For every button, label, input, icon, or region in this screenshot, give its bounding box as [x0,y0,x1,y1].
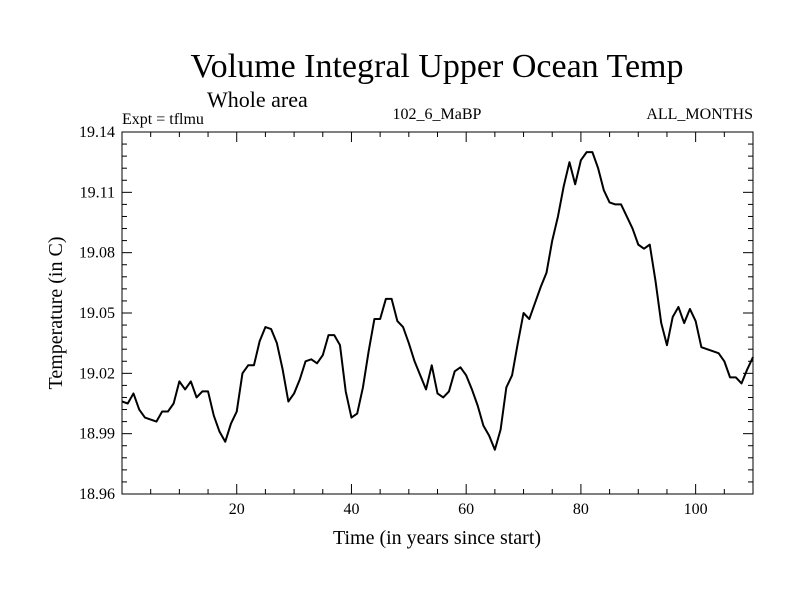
run-label: 102_6_MaBP [393,106,482,123]
y-tick-label: 19.14 [79,124,115,141]
chart-subtitle: Whole area [207,87,308,112]
experiment-label: Expt = tflmu [122,111,204,128]
temperature-series-line [121,151,754,451]
y-tick-label: 19.05 [79,305,115,322]
x-tick-label: 60 [458,501,474,518]
y-tick-label: 19.11 [80,184,115,201]
x-axis: 20 40 60 80 100 [150,132,754,518]
y-tick-label: 18.99 [79,426,115,443]
plot-frame [121,131,754,495]
y-axis-label: Temperature (in C) [45,237,67,390]
x-tick-label: 80 [573,501,589,518]
x-tick-label: 20 [229,501,245,518]
x-axis-label: Time (in years since start) [333,527,541,549]
y-tick-label: 19.08 [79,245,115,262]
y-axis: 18.96 18.99 19.02 19.05 19.08 19.11 19.14 [79,124,753,503]
chart-title: Volume Integral Upper Ocean Temp [191,48,684,85]
months-label: ALL_MONTHS [646,106,753,123]
y-tick-label: 19.02 [79,365,115,382]
x-tick-label: 40 [343,501,359,518]
x-tick-label: 100 [684,501,708,518]
y-tick-label: 18.96 [79,486,115,503]
